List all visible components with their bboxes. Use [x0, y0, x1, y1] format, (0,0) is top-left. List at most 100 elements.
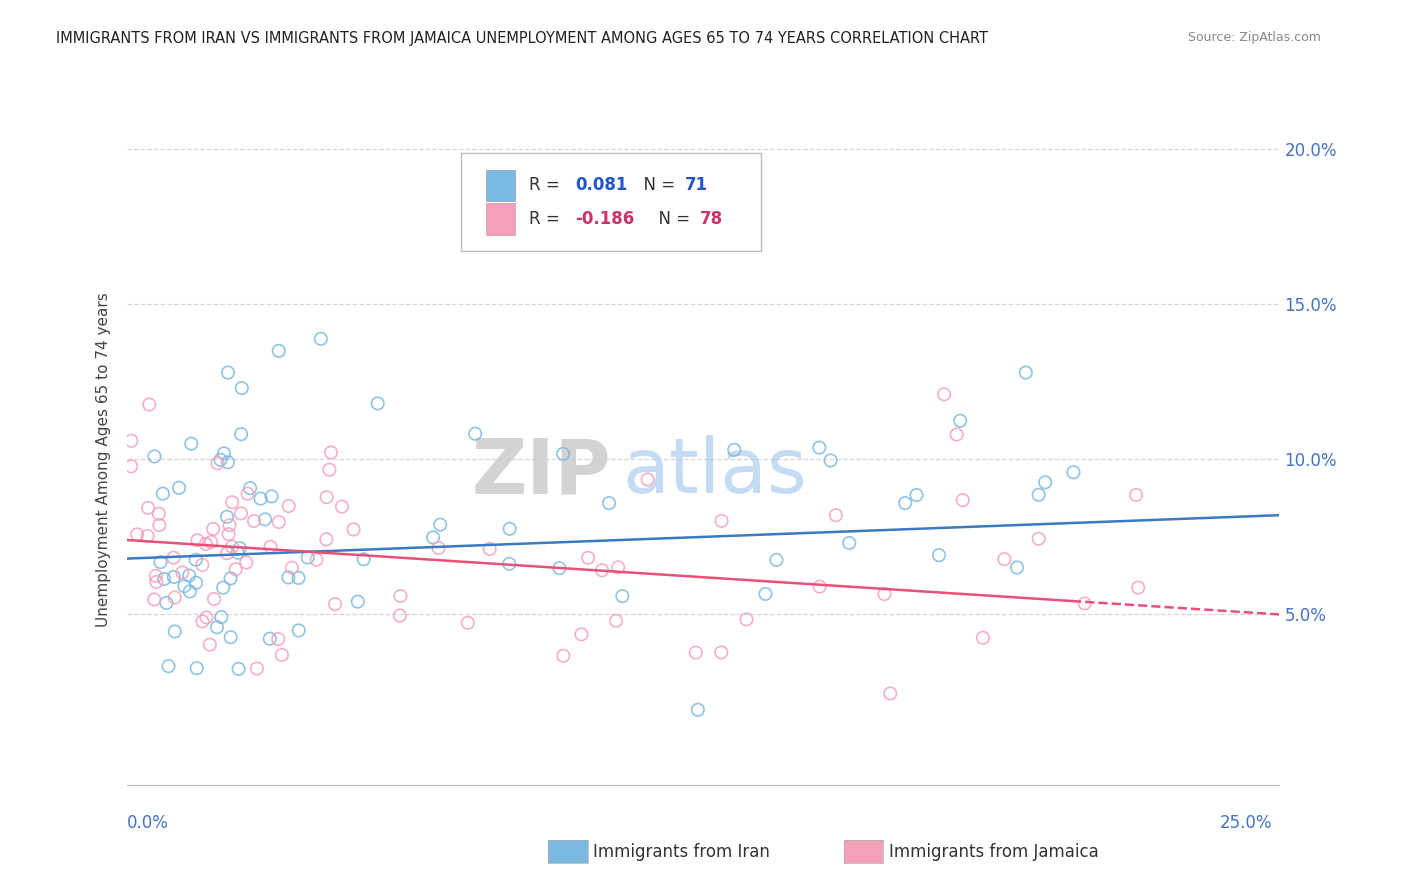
Point	[367, 396, 389, 410]
Point	[217, 546, 239, 560]
Point	[685, 646, 707, 660]
Text: 0.0%: 0.0%	[127, 814, 169, 831]
Point	[607, 560, 630, 574]
Point	[422, 531, 444, 545]
Point	[309, 332, 332, 346]
Point	[270, 648, 292, 662]
Point	[754, 587, 776, 601]
Point	[1073, 597, 1095, 611]
Point	[1028, 532, 1050, 546]
Y-axis label: Unemployment Among Ages 65 to 74 years: Unemployment Among Ages 65 to 74 years	[96, 292, 111, 627]
Point	[820, 453, 842, 467]
Point	[315, 490, 337, 504]
Point	[1125, 488, 1147, 502]
Point	[136, 529, 159, 543]
Point	[179, 584, 201, 599]
Text: Immigrants from Iran: Immigrants from Iran	[593, 843, 770, 861]
Point	[259, 632, 281, 646]
Point	[219, 571, 242, 585]
Point	[928, 548, 950, 562]
Point	[167, 481, 190, 495]
Point	[710, 514, 733, 528]
Text: 78: 78	[700, 211, 723, 228]
Point	[221, 540, 243, 554]
Point	[246, 661, 269, 675]
Point	[149, 555, 172, 569]
Point	[879, 686, 901, 700]
Text: N =: N =	[648, 211, 695, 228]
Point	[267, 515, 290, 529]
Point	[180, 436, 202, 450]
Point	[172, 566, 194, 580]
Point	[686, 703, 709, 717]
Point	[934, 387, 956, 401]
Point	[277, 570, 299, 584]
Point	[993, 552, 1015, 566]
Point	[808, 441, 831, 455]
Point	[145, 569, 167, 583]
Point	[389, 589, 412, 603]
Point	[217, 366, 239, 380]
Point	[157, 659, 180, 673]
Point	[209, 452, 232, 467]
Point	[191, 558, 214, 572]
Point	[235, 556, 257, 570]
Point	[598, 496, 620, 510]
Text: -0.186: -0.186	[575, 211, 634, 228]
Text: ZIP: ZIP	[471, 435, 610, 509]
Point	[202, 592, 225, 607]
Point	[346, 594, 368, 608]
Text: N =: N =	[633, 177, 681, 194]
Point	[287, 571, 309, 585]
Point	[427, 541, 450, 555]
Point	[205, 620, 228, 634]
Point	[163, 591, 186, 605]
Point	[163, 624, 186, 639]
FancyBboxPatch shape	[486, 203, 515, 235]
Point	[198, 638, 221, 652]
Point	[226, 546, 249, 560]
Point	[353, 552, 375, 566]
Point	[120, 434, 142, 448]
Point	[229, 507, 252, 521]
Point	[163, 570, 186, 584]
Point	[330, 500, 353, 514]
Point	[207, 456, 229, 470]
Point	[612, 589, 634, 603]
Point	[1062, 465, 1084, 479]
Point	[1126, 581, 1149, 595]
Point	[236, 486, 259, 500]
Point	[148, 507, 170, 521]
Point	[219, 630, 242, 644]
Point	[200, 535, 222, 549]
Text: IMMIGRANTS FROM IRAN VS IMMIGRANTS FROM JAMAICA UNEMPLOYMENT AMONG AGES 65 TO 74: IMMIGRANTS FROM IRAN VS IMMIGRANTS FROM …	[56, 31, 988, 46]
Point	[553, 648, 575, 663]
Text: 25.0%: 25.0%	[1220, 814, 1272, 831]
Point	[669, 219, 692, 234]
Point	[281, 560, 304, 574]
Point	[498, 557, 520, 571]
Point	[184, 553, 207, 567]
Point	[498, 522, 520, 536]
Point	[894, 496, 917, 510]
Text: atlas: atlas	[623, 435, 807, 509]
Point	[218, 518, 240, 533]
Point	[952, 493, 974, 508]
Point	[429, 517, 451, 532]
Point	[342, 523, 364, 537]
Point	[808, 580, 831, 594]
Point	[277, 499, 299, 513]
Point	[243, 514, 266, 528]
Point	[1005, 560, 1028, 574]
Point	[710, 645, 733, 659]
Point	[267, 343, 290, 358]
Point	[315, 533, 337, 547]
Point	[194, 537, 217, 551]
Point	[138, 397, 160, 411]
Point	[571, 627, 593, 641]
Point	[949, 414, 972, 428]
Point	[125, 527, 148, 541]
Point	[478, 541, 501, 556]
Point	[186, 661, 208, 675]
Point	[173, 579, 195, 593]
